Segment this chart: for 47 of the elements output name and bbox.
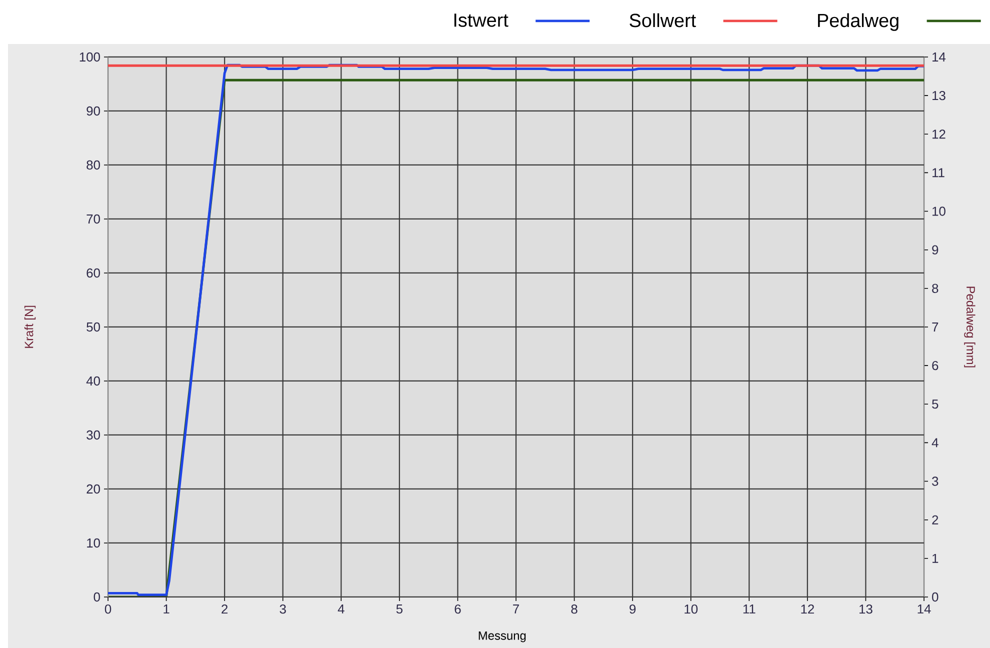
x-tick-label: 14 xyxy=(918,604,931,614)
y2-tick-label: 7 xyxy=(932,322,938,332)
x-tick-label: 13 xyxy=(860,604,872,614)
x-tick-label: 10 xyxy=(684,604,698,614)
y-tick-label: 70 xyxy=(86,214,100,224)
y2-tick-label: 8 xyxy=(932,284,938,293)
y-tick-label: 100 xyxy=(80,52,100,62)
x-tick-label: 4 xyxy=(338,604,344,614)
y2-tick-label: 1 xyxy=(932,554,938,563)
x-tick-label: 3 xyxy=(280,604,286,614)
y2-tick-label: 2 xyxy=(932,515,938,524)
x-tick-label: 6 xyxy=(454,604,461,614)
x-tick-label: 9 xyxy=(630,604,636,614)
x-axis-title: Messung xyxy=(478,632,526,642)
y2-axis-title: Pedalweg [mm] xyxy=(964,286,976,368)
y2-tick-label: 10 xyxy=(932,206,946,216)
y2-tick-label: 6 xyxy=(932,360,938,370)
legend-label: Sollwert xyxy=(630,13,696,28)
y-axis-title: Kraft [N] xyxy=(24,306,36,348)
y2-tick-label: 11 xyxy=(932,168,944,178)
y-tick-label: 50 xyxy=(86,322,100,332)
x-tick-label: 0 xyxy=(104,604,112,614)
y2-tick-label: 12 xyxy=(932,130,946,139)
y2-tick-label: 5 xyxy=(932,400,938,409)
y-tick-label: 40 xyxy=(86,376,100,386)
y-tick-label: 30 xyxy=(86,430,100,440)
y2-tick-label: 14 xyxy=(932,52,946,62)
x-tick-label: 12 xyxy=(801,604,814,614)
y-tick-label: 80 xyxy=(86,160,100,170)
x-tick-label: 1 xyxy=(164,604,170,614)
y2-tick-label: 9 xyxy=(932,245,938,254)
y-tick-label: 90 xyxy=(86,106,100,116)
legend-label: Istwert xyxy=(454,14,508,27)
y-tick-label: 10 xyxy=(87,538,100,548)
y2-tick-label: 13 xyxy=(932,90,946,100)
x-tick-label: 7 xyxy=(513,604,519,614)
x-tick-label: 5 xyxy=(396,604,402,614)
x-tick-label: 11 xyxy=(743,604,756,614)
x-tick-label: 2 xyxy=(222,604,228,614)
x-tick-label: 8 xyxy=(571,604,578,614)
y2-tick-label: 4 xyxy=(932,438,938,448)
y2-tick-label: 3 xyxy=(932,476,938,486)
y2-tick-label: 0 xyxy=(932,592,938,602)
legend-label: Pedalweg xyxy=(818,13,898,31)
y-tick-label: 20 xyxy=(86,484,100,494)
y-tick-label: 0 xyxy=(94,592,100,602)
y-tick-label: 60 xyxy=(86,268,100,278)
